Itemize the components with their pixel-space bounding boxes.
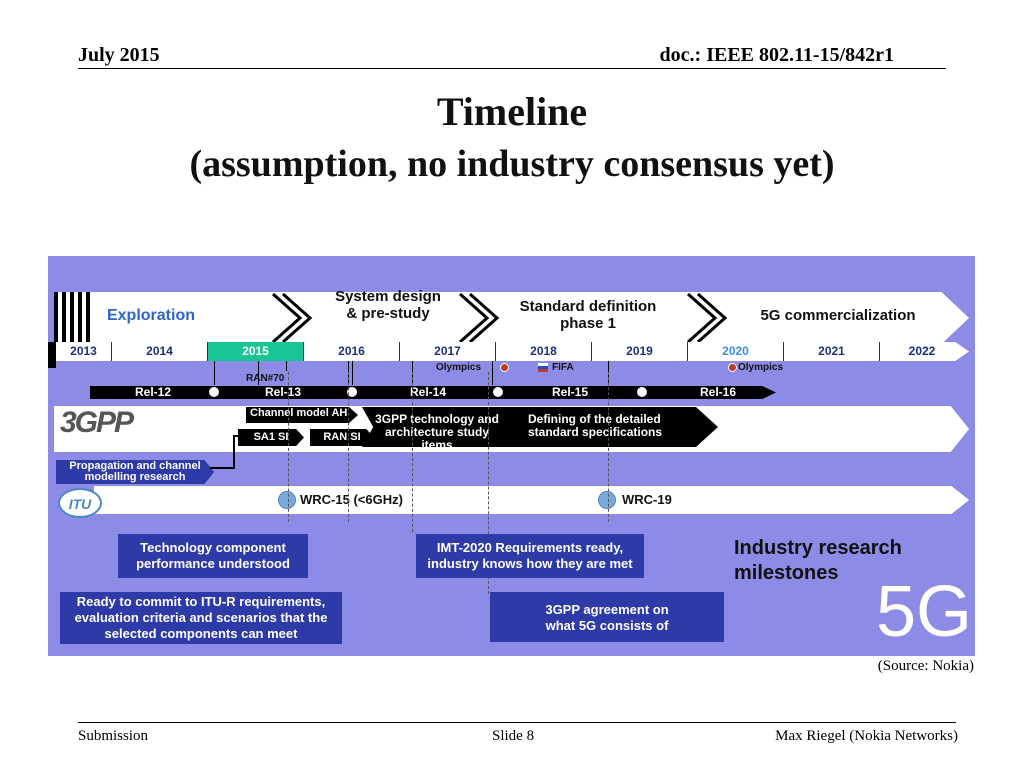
korea-flag-icon xyxy=(500,363,509,372)
header-divider xyxy=(78,68,946,69)
release-16: Rel-16 xyxy=(699,385,737,399)
year-bar-start xyxy=(48,342,56,368)
milestone-line xyxy=(288,372,289,522)
milestone-tech-component: Technology component performance underst… xyxy=(118,534,308,578)
wrc-19: WRC-19 xyxy=(622,492,672,507)
slide-title: Timeline xyxy=(436,89,588,134)
logo-itu: ITU xyxy=(58,488,102,518)
event-tick xyxy=(492,361,493,385)
event-fifa-2018: FIFA xyxy=(552,362,574,373)
footer-divider xyxy=(78,722,956,723)
year-2017: 2017 xyxy=(400,342,496,361)
propagation-research: Propagation and channel modelling resear… xyxy=(56,460,214,484)
source-note: (Source: Nokia) xyxy=(877,658,974,674)
year-2020: 2020 xyxy=(688,342,784,361)
event-olympics-2016: Olympics xyxy=(436,362,482,373)
milestone-line xyxy=(348,372,349,522)
year-2014: 2014 xyxy=(112,342,208,361)
phase-system-design: System design & pre-study xyxy=(335,288,441,322)
event-tick xyxy=(286,361,287,371)
phase-band xyxy=(54,292,969,344)
sa1-si: SA1 SI xyxy=(238,429,304,446)
propagation-connector xyxy=(210,435,246,469)
japan-flag-icon xyxy=(728,363,737,372)
logo-5g: 5G xyxy=(876,572,973,652)
milestone-3gpp-agreement: 3GPP agreement on what 5G consists of xyxy=(490,592,724,642)
ran-si: RAN SI xyxy=(310,429,374,446)
release-milestone-dot xyxy=(492,386,504,398)
footer-submission: Submission xyxy=(78,728,149,744)
phase-exploration: Exploration xyxy=(106,307,195,324)
industry-milestones-label: Industry research milestones xyxy=(734,537,902,584)
milestone-line xyxy=(608,372,609,522)
year-2022: 2022 xyxy=(908,344,936,358)
logo-3gpp: 3GPP xyxy=(60,406,134,439)
year-2018: 2018 xyxy=(496,342,592,361)
milestone-line xyxy=(412,372,413,532)
year-2016: 2016 xyxy=(304,342,400,361)
header-date: July 2015 xyxy=(78,44,160,66)
timeline-diagram: Exploration System design & pre-study St… xyxy=(48,256,975,656)
footer-slide-number: Slide 8 xyxy=(492,728,535,744)
itu-mini-logo-icon xyxy=(598,491,616,509)
year-2015: 2015 xyxy=(208,342,304,361)
phase-standard-definition: Standard definition phase 1 xyxy=(519,298,657,332)
channel-model-ah: Channel model AH xyxy=(246,407,358,423)
release-milestone-dot xyxy=(636,386,648,398)
milestone-line xyxy=(488,372,489,594)
event-tick xyxy=(258,361,259,385)
gpp-study-items: 3GPP technology and architecture study i… xyxy=(362,407,522,447)
russia-flag-icon xyxy=(538,363,548,372)
milestone-ready-commit: Ready to commit to ITU-R requirements, e… xyxy=(60,592,342,644)
phase-chevrons xyxy=(272,292,728,344)
header-doc-id: doc.: IEEE 802.11-15/842r1 xyxy=(659,44,894,66)
itu-mini-logo-icon xyxy=(278,491,296,509)
footer-author: Max Riegel (Nokia Networks) xyxy=(775,728,958,744)
release-15: Rel-15 xyxy=(551,385,589,399)
phase-commercialization: 5G commercialization xyxy=(760,307,916,324)
event-tick xyxy=(352,361,353,385)
slide-subtitle: (assumption, no industry consensus yet) xyxy=(189,143,835,185)
milestone-imt2020: IMT-2020 Requirements ready, industry kn… xyxy=(416,534,644,578)
event-tick xyxy=(214,361,215,385)
release-bar xyxy=(90,386,776,399)
event-ran70: RAN#70 xyxy=(246,373,285,384)
release-14: Rel-14 xyxy=(409,385,447,399)
year-2021: 2021 xyxy=(784,342,880,361)
year-2013: 2013 xyxy=(56,342,112,361)
release-12: Rel-12 xyxy=(134,385,172,399)
event-olympics-2020: Olympics xyxy=(738,362,784,373)
phase-stripes xyxy=(54,292,90,344)
itu-band xyxy=(94,486,969,514)
release-13: Rel-13 xyxy=(264,385,302,399)
release-milestone-dot xyxy=(346,386,358,398)
wrc-15: WRC-15 (<6GHz) xyxy=(300,492,403,507)
release-milestone-dot xyxy=(208,386,220,398)
year-2019: 2019 xyxy=(592,342,688,361)
